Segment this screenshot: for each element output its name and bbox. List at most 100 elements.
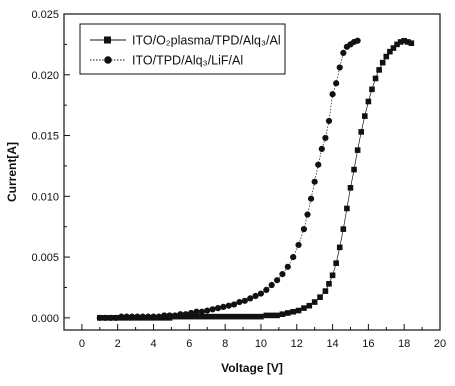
data-point-square: [383, 53, 390, 60]
data-point-circle: [166, 312, 173, 319]
plot-border: [63, 13, 441, 331]
data-point-circle: [96, 314, 103, 321]
data-point-square: [252, 313, 259, 320]
data-point-circle: [273, 277, 281, 284]
y-tick-label: 0.015: [31, 131, 59, 143]
data-point-square: [274, 312, 280, 319]
data-point-square: [387, 48, 393, 55]
data-point-circle: [128, 313, 136, 320]
data-point-square: [372, 75, 379, 82]
data-point-square: [322, 288, 329, 294]
legend-label: ITO/TPD/Alq₃/LiF/Al: [132, 54, 243, 68]
data-point-circle: [161, 312, 168, 319]
data-point-circle: [204, 307, 211, 314]
data-point-square: [209, 313, 216, 320]
legend: ITO/O₂plasma/TPD/Alq₃/Al ITO/TPD/Alq₃/LiF…: [79, 23, 286, 75]
x-axis: 0 2 4 6 8 10 12 14 16 18 20: [79, 324, 446, 350]
data-point-circle: [279, 270, 286, 278]
data-point-square: [306, 302, 313, 309]
data-point-circle: [340, 49, 347, 56]
data-point-circle: [333, 80, 340, 87]
data-point-circle: [145, 313, 152, 320]
x-tick-label: 16: [362, 338, 374, 350]
data-point-square: [242, 313, 248, 320]
data-point-square: [354, 147, 361, 153]
data-point-circle: [300, 226, 308, 233]
data-point-square: [336, 244, 343, 251]
data-point-circle: [318, 145, 325, 153]
data-point-square: [408, 40, 415, 46]
series-lif: [96, 37, 361, 321]
data-point-square: [379, 59, 386, 66]
legend-marker-circle: [104, 56, 112, 64]
data-point-circle: [220, 303, 227, 311]
data-point-square: [404, 39, 411, 45]
data-point-circle: [329, 91, 336, 98]
data-point-square: [365, 98, 372, 105]
data-point-square: [290, 308, 296, 315]
data-point-circle: [209, 306, 216, 313]
data-point-square: [258, 313, 264, 320]
data-point-square: [236, 313, 243, 320]
data-point-square: [394, 41, 400, 48]
legend-marker-square: [104, 36, 111, 44]
data-point-square: [401, 37, 407, 44]
data-point-circle: [155, 313, 162, 320]
data-point-circle: [268, 281, 275, 289]
data-point-circle: [295, 241, 302, 249]
data-point-square: [397, 39, 404, 45]
data-point-square: [285, 310, 291, 316]
data-point-square: [317, 294, 323, 300]
series-line: [99, 40, 358, 319]
data-point-circle: [257, 290, 265, 297]
data-point-circle: [118, 313, 125, 320]
legend-label: ITO/O₂plasma/TPD/Alq₃/Al: [132, 34, 281, 48]
data-point-square: [215, 313, 221, 320]
data-point-circle: [182, 311, 189, 318]
data-point-square: [204, 313, 211, 320]
data-point-circle: [241, 297, 248, 304]
data-point-circle: [139, 313, 146, 320]
data-point-square: [311, 299, 318, 305]
data-point-circle: [188, 309, 195, 317]
data-point-square: [263, 312, 270, 319]
data-point-square: [369, 86, 375, 93]
data-point-circle: [150, 313, 157, 320]
x-tick-label: 18: [398, 338, 410, 350]
legend-box: [79, 23, 286, 75]
x-tick-label: 0: [79, 338, 85, 350]
data-point-circle: [247, 295, 254, 302]
data-point-square: [268, 312, 275, 319]
data-point-square: [358, 129, 365, 135]
data-point-square: [344, 205, 350, 212]
series-line: [99, 40, 412, 319]
y-tick-label: 0.025: [31, 9, 59, 21]
x-tick-label: 20: [434, 338, 446, 350]
x-tick-label: 14: [326, 338, 338, 350]
data-point-circle: [230, 301, 238, 308]
x-tick-label: 6: [186, 338, 192, 350]
y-axis-title: Current[A]: [5, 142, 19, 202]
series-o2-plasma: [97, 37, 415, 321]
data-point-square: [188, 313, 194, 320]
data-point-square: [326, 281, 332, 287]
data-point-circle: [123, 313, 130, 320]
data-point-square: [376, 67, 382, 73]
x-tick-label: 12: [291, 338, 303, 350]
data-point-circle: [102, 314, 109, 321]
x-tick-label: 8: [222, 338, 228, 350]
data-point-square: [231, 313, 237, 320]
data-point-square: [199, 313, 205, 320]
data-point-circle: [198, 308, 205, 315]
data-point-circle: [193, 308, 200, 315]
data-point-square: [279, 311, 286, 317]
plot-frame: [63, 13, 441, 331]
data-point-circle: [112, 314, 120, 321]
data-point-square: [351, 166, 357, 173]
data-point-circle: [177, 311, 184, 318]
data-point-circle: [284, 263, 291, 270]
x-tick-label: 4: [150, 338, 156, 350]
data-point-circle: [107, 314, 114, 321]
